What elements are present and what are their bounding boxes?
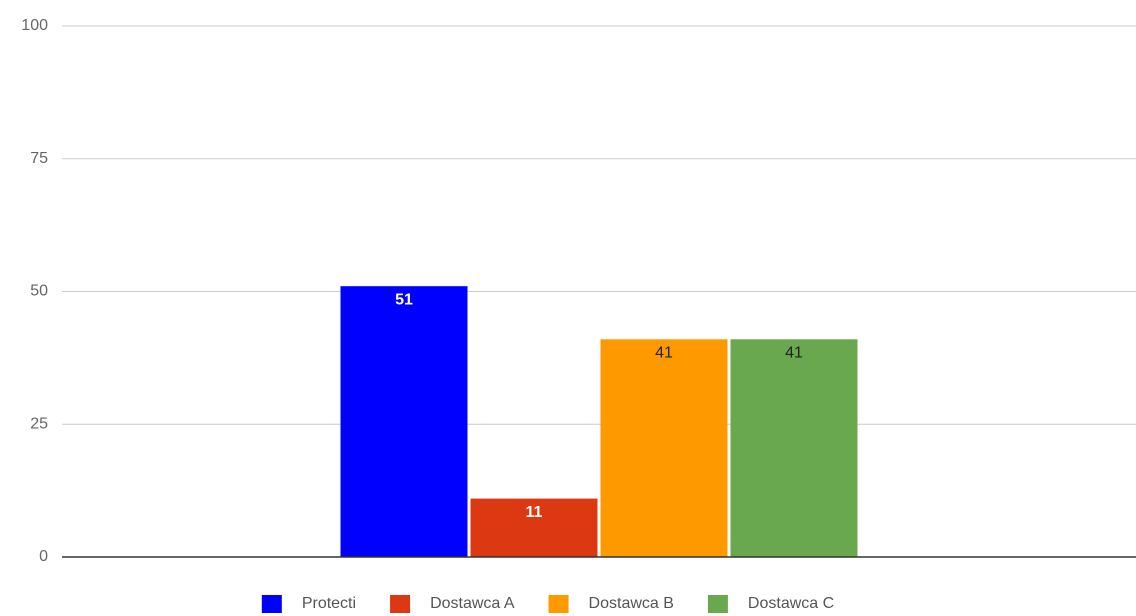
bar [470, 498, 598, 557]
y-tick-label: 25 [30, 415, 48, 432]
y-tick-label: 0 [39, 548, 48, 565]
y-tick-label: 50 [30, 283, 48, 300]
data-label: 51 [395, 291, 413, 308]
legend-label: Dostawca C [748, 595, 834, 612]
bar [340, 286, 468, 557]
bar [600, 339, 728, 557]
bar [730, 339, 858, 557]
legend-label: Protecti [302, 595, 356, 612]
legend-label: Dostawca A [430, 595, 515, 612]
y-tick-label: 100 [21, 17, 48, 34]
data-label: 41 [655, 345, 673, 362]
legend-swatch [548, 595, 569, 613]
legend-swatch [390, 595, 411, 613]
y-tick-label: 75 [30, 150, 48, 167]
data-label: 41 [785, 345, 803, 362]
legend-swatch [261, 595, 282, 613]
legend-swatch [707, 595, 728, 613]
data-label: 11 [526, 504, 543, 521]
legend-label: Dostawca B [589, 595, 674, 612]
